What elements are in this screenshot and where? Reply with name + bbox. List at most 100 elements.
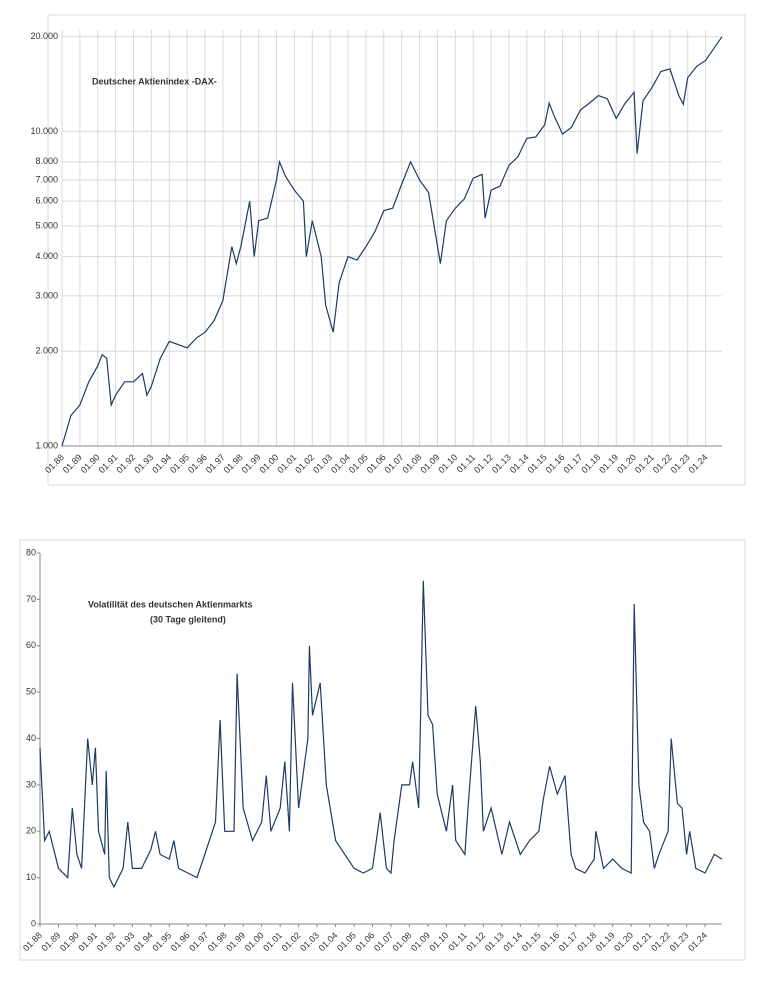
- x-tick-label: 01.12: [464, 930, 487, 953]
- y-tick-label: 0: [31, 918, 36, 928]
- x-tick-label: 01.99: [224, 930, 247, 953]
- x-tick-label: 01.96: [186, 452, 209, 475]
- x-tick-label: 01.93: [132, 452, 155, 475]
- y-tick-label: 10.000: [30, 126, 58, 136]
- x-tick-label: 01.11: [446, 930, 469, 953]
- chart-title: Volatilität des deutschen Aktienmarkts: [88, 599, 253, 609]
- x-tick-label: 01.24: [686, 930, 709, 953]
- y-tick-label: 2.000: [35, 346, 58, 356]
- x-tick-label: 01.24: [687, 452, 710, 475]
- x-tick-label: 01.97: [204, 452, 227, 475]
- y-tick-label: 7.000: [35, 174, 58, 184]
- x-tick-label: 01.07: [383, 452, 406, 475]
- x-tick-label: 01.95: [150, 930, 173, 953]
- x-tick-label: 01.11: [455, 452, 478, 475]
- x-tick-label: 01.07: [372, 930, 395, 953]
- y-tick-label: 60: [26, 640, 36, 650]
- y-tick-label: 10: [26, 872, 36, 882]
- x-tick-label: 01.90: [58, 930, 81, 953]
- x-tick-label: 01.17: [557, 930, 580, 953]
- x-tick-label: 01.97: [187, 930, 210, 953]
- x-tick-label: 01.10: [436, 452, 459, 475]
- x-tick-label: 01.18: [575, 930, 598, 953]
- x-tick-label: 01.19: [597, 452, 620, 475]
- x-tick-label: 01.03: [298, 930, 321, 953]
- x-tick-label: 01.13: [490, 452, 513, 475]
- x-tick-label: 01.23: [669, 452, 692, 475]
- x-tick-label: 01.19: [594, 930, 617, 953]
- chart-frame: [19, 539, 746, 961]
- y-tick-label: 50: [26, 687, 36, 697]
- y-tick-label: 80: [26, 547, 36, 557]
- x-tick-label: 01.89: [61, 452, 84, 475]
- x-tick-label: 01.18: [579, 452, 602, 475]
- x-tick-label: 01.06: [365, 452, 388, 475]
- x-tick-label: 01.94: [150, 452, 173, 475]
- x-tick-label: 01.09: [418, 452, 441, 475]
- x-tick-label: 01.21: [631, 930, 654, 953]
- y-tick-label: 20: [26, 826, 36, 836]
- x-tick-label: 01.04: [329, 452, 352, 475]
- x-tick-label: 01.02: [293, 452, 316, 475]
- x-tick-label: 01.20: [612, 930, 635, 953]
- x-tick-label: 01.08: [401, 452, 424, 475]
- x-tick-label: 01.16: [544, 452, 567, 475]
- x-tick-label: 01.21: [633, 452, 656, 475]
- x-tick-label: 01.05: [335, 930, 358, 953]
- x-tick-label: 01.10: [427, 930, 450, 953]
- x-tick-label: 01.22: [649, 930, 672, 953]
- y-tick-label: 30: [26, 779, 36, 789]
- x-tick-label: 01.14: [508, 452, 531, 475]
- x-tick-label: 01.01: [261, 930, 284, 953]
- x-tick-label: 01.05: [347, 452, 370, 475]
- x-tick-label: 01.98: [222, 452, 245, 475]
- y-tick-label: 70: [26, 594, 36, 604]
- x-tick-label: 01.93: [113, 930, 136, 953]
- x-tick-label: 01.94: [132, 930, 155, 953]
- x-tick-label: 01.03: [311, 452, 334, 475]
- y-tick-label: 3.000: [35, 290, 58, 300]
- x-tick-label: 01.90: [79, 452, 102, 475]
- y-tick-label: 20.000: [30, 31, 58, 41]
- chart-frame: [47, 14, 746, 486]
- x-tick-label: 01.00: [243, 930, 266, 953]
- x-tick-label: 01.20: [615, 452, 638, 475]
- x-tick-label: 01.15: [526, 452, 549, 475]
- x-tick-label: 01.89: [39, 930, 62, 953]
- x-tick-label: 01.98: [206, 930, 229, 953]
- x-tick-label: 01.92: [95, 930, 118, 953]
- x-tick-label: 01.17: [561, 452, 584, 475]
- data-line: [61, 36, 723, 447]
- x-tick-label: 01.91: [76, 930, 99, 953]
- x-tick-label: 01.91: [97, 452, 120, 475]
- x-tick-label: 01.09: [409, 930, 432, 953]
- x-tick-label: 01.08: [390, 930, 413, 953]
- x-tick-label: 01.15: [520, 930, 543, 953]
- x-tick-label: 01.22: [651, 452, 674, 475]
- x-tick-label: 01.88: [43, 452, 66, 475]
- x-tick-label: 01.12: [472, 452, 495, 475]
- y-tick-label: 4.000: [35, 251, 58, 261]
- y-tick-label: 5.000: [35, 220, 58, 230]
- x-tick-label: 01.95: [168, 452, 191, 475]
- x-tick-label: 01.02: [280, 930, 303, 953]
- x-tick-label: 01.96: [169, 930, 192, 953]
- y-tick-label: 6.000: [35, 196, 58, 206]
- x-tick-label: 01.13: [483, 930, 506, 953]
- x-tick-label: 01.14: [501, 930, 524, 953]
- x-tick-label: 01.99: [240, 452, 263, 475]
- x-tick-label: 01.04: [317, 930, 340, 953]
- data-line: [39, 580, 723, 889]
- y-tick-label: 1.000: [35, 440, 58, 450]
- x-tick-label: 01.88: [21, 930, 44, 953]
- y-tick-label: 40: [26, 733, 36, 743]
- x-tick-label: 01.01: [275, 452, 298, 475]
- x-tick-label: 01.06: [354, 930, 377, 953]
- y-tick-label: 8.000: [35, 156, 58, 166]
- chart-subtitle: (30 Tage gleitend): [150, 614, 226, 624]
- x-tick-label: 01.00: [258, 452, 281, 475]
- x-tick-label: 01.16: [538, 930, 561, 953]
- x-tick-label: 01.23: [668, 930, 691, 953]
- x-tick-label: 01.92: [114, 452, 137, 475]
